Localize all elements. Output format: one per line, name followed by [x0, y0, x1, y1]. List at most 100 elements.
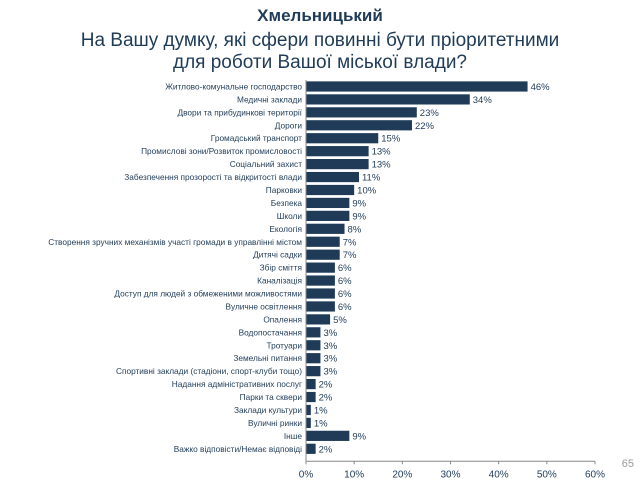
x-tick-label: 40% [489, 469, 509, 480]
category-label: Опалення [263, 314, 302, 324]
bar [306, 171, 359, 183]
bar [306, 417, 311, 429]
category-label: Каналізація [257, 276, 302, 286]
category-label: Дитячі садки [253, 250, 302, 260]
bar [306, 120, 412, 131]
category-label: Забезпечення прозорості та відкритості в… [124, 172, 302, 182]
value-label: 2% [319, 393, 333, 404]
question-line-1: На Вашу думку, які сфери повинні бути пр… [80, 30, 560, 51]
category-label: Житлово-комунальне господарство [165, 81, 302, 91]
category-label: Екологія [269, 224, 302, 234]
bar [306, 210, 350, 221]
bar [306, 249, 340, 260]
value-label: 6% [338, 289, 352, 300]
chart-question-title: На Вашу думку, які сфери повинні бути пр… [0, 30, 640, 74]
bar [306, 81, 528, 92]
value-label: 3% [323, 367, 337, 378]
value-label: 7% [343, 250, 357, 261]
bar [306, 340, 321, 351]
value-label: 3% [323, 341, 337, 352]
value-label: 6% [338, 276, 352, 287]
category-label: Створення зручних механізмів участі гром… [48, 237, 302, 247]
bar [306, 159, 369, 170]
category-label: Громадський транспорт [211, 133, 302, 143]
value-label: 13% [372, 147, 392, 158]
value-label: 8% [348, 224, 362, 235]
category-label: Надання адміністративних послуг [172, 379, 302, 389]
bar [306, 366, 321, 377]
bar [306, 236, 340, 247]
bar [306, 184, 355, 196]
bar [306, 262, 335, 273]
page-number: 65 [621, 458, 634, 470]
bar [306, 443, 316, 454]
value-label: 34% [473, 95, 493, 106]
bar [306, 94, 470, 105]
bar [306, 404, 311, 416]
value-label: 13% [372, 160, 392, 171]
category-label: Парковки [266, 185, 303, 195]
category-label: Спортивні заклади (стадіони, спорт-клуби… [116, 366, 302, 376]
bar [306, 133, 379, 144]
category-label: Збір сміття [260, 263, 302, 273]
bar [306, 146, 369, 157]
category-label: Медичні заклади [237, 94, 302, 104]
value-label: 46% [531, 82, 551, 93]
category-label: Промислові зони/Розвиток промисловості [141, 146, 302, 156]
value-label: 6% [338, 263, 352, 274]
bar [306, 275, 335, 286]
category-label: Земельні питання [233, 353, 302, 363]
value-label: 2% [319, 444, 333, 455]
value-label: 5% [333, 315, 347, 326]
bar [306, 107, 417, 118]
bar [306, 314, 331, 325]
chart-city-title: Хмельницький [257, 6, 383, 25]
category-label: Безпека [271, 198, 303, 208]
value-label: 3% [323, 328, 337, 339]
x-tick-label: 20% [392, 469, 412, 480]
bar [306, 430, 350, 441]
category-label: Соціальний захист [230, 159, 302, 169]
question-line-2: для роботи Вашої міської влади? [172, 52, 468, 73]
x-tick-label: 60% [585, 469, 605, 480]
bar [306, 301, 335, 312]
value-label: 9% [352, 211, 366, 222]
value-label: 7% [343, 237, 357, 248]
value-label: 9% [352, 431, 366, 442]
x-tick-label: 10% [344, 469, 364, 480]
bar [306, 327, 321, 338]
category-label: Двори та прибудинкові території [177, 107, 302, 117]
value-label: 23% [420, 108, 440, 119]
x-tick-label: 30% [440, 469, 460, 480]
value-label: 11% [362, 173, 381, 184]
category-label: Важко відповісти/Немає відповіді [174, 444, 302, 454]
x-tick-label: 0% [299, 469, 314, 480]
category-label: Вуличні ринки [248, 418, 302, 428]
value-label: 3% [323, 354, 337, 365]
category-label: Водопостачання [239, 327, 302, 337]
value-label: 10% [357, 185, 377, 196]
x-tick-label: 50% [537, 469, 557, 480]
bar [306, 391, 316, 403]
value-label: 9% [352, 198, 366, 209]
bar [306, 197, 350, 209]
category-label: Заклади культури [234, 405, 302, 415]
value-label: 6% [338, 302, 352, 313]
value-label: 15% [381, 134, 401, 145]
value-label: 1% [314, 405, 328, 416]
category-label: Вуличне освітлення [226, 301, 302, 311]
bar [306, 288, 335, 299]
value-label: 22% [415, 121, 435, 132]
category-label: Інше [284, 431, 303, 441]
category-label: Доступ для людей з обмеженими можливостя… [114, 289, 302, 299]
value-label: 2% [319, 380, 333, 391]
category-label: Школи [277, 211, 303, 221]
value-label: 1% [314, 418, 328, 429]
bar [306, 223, 345, 234]
category-label: Парки та сквери [240, 392, 303, 402]
category-label: Тротуари [267, 340, 303, 350]
bar [306, 353, 321, 364]
category-label: Дороги [275, 120, 303, 130]
bar [306, 378, 316, 390]
